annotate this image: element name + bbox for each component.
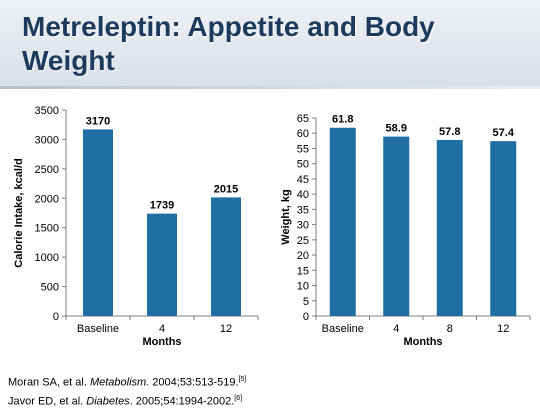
- calorie-y-tick-label: 3000: [35, 134, 59, 146]
- weight-y-tick-label: 25: [297, 235, 309, 247]
- weight-y-tick-label: 15: [297, 265, 309, 277]
- weight-data-label: 61.8: [332, 114, 353, 126]
- weight-y-tick-label: 35: [297, 204, 309, 216]
- calorie-y-axis-title: Calorie Intake, kcal/d: [13, 158, 25, 267]
- weight-data-label: 58.9: [386, 123, 407, 135]
- reference-1-journal: Metabolism.: [89, 376, 150, 389]
- weight-x-tick-label: 8: [447, 323, 453, 335]
- weight-y-tick-label: 65: [297, 113, 309, 125]
- weight-bar: [436, 139, 463, 316]
- weight-bar: [383, 136, 410, 316]
- calorie-x-tick-label: 12: [220, 323, 232, 335]
- weight-y-tick-label: 55: [297, 143, 309, 155]
- calorie-y-tick-label: 1500: [35, 223, 59, 235]
- calorie-y-tick-label: 0: [53, 311, 59, 323]
- weight-x-tick-label: 4: [393, 323, 399, 335]
- calorie-data-label: 3170: [86, 115, 110, 127]
- slide-title: Metreleptin: Appetite and Body Weight: [22, 11, 435, 76]
- weight-y-tick-label: 30: [297, 220, 309, 232]
- weight-data-label: 57.4: [493, 127, 515, 139]
- weight-y-tick-label: 20: [297, 250, 309, 262]
- calorie-y-tick-label: 2000: [35, 193, 59, 205]
- weight-y-axis-title: Weight, kg: [280, 189, 292, 244]
- calorie-bar: [147, 213, 177, 316]
- reference-1-authors: Moran SA, et al.: [8, 376, 90, 389]
- references: Moran SA, et al. Metabolism. 2004;53:513…: [8, 372, 428, 409]
- weight-data-label: 57.8: [439, 126, 460, 138]
- weight-y-tick-label: 60: [297, 128, 309, 140]
- weight-x-tick-label: 12: [497, 323, 509, 335]
- weight-x-axis-title: Months: [403, 336, 442, 348]
- calorie-x-tick-label: 4: [159, 323, 165, 335]
- reference-2-journal: Diabetes: [86, 395, 130, 408]
- weight-bar: [329, 127, 356, 316]
- calorie-y-tick-label: 500: [41, 282, 59, 294]
- weight-x-tick-label: Baseline: [322, 323, 364, 335]
- reference-2: Javor ED, et al. Diabetes. 2005;54:1994-…: [8, 391, 428, 409]
- reference-2-note: [6]: [234, 394, 243, 402]
- calorie-bar: [211, 197, 241, 316]
- calorie-y-tick-label: 2500: [35, 164, 59, 176]
- header-divider: [0, 86, 540, 89]
- calorie-bar: [83, 129, 113, 316]
- weight-y-tick-label: 45: [297, 174, 309, 186]
- reference-2-authors: Javor ED, et al.: [8, 395, 87, 408]
- weight-y-tick-label: 5: [303, 296, 309, 308]
- reference-1-details: 2004;53:513-519.: [149, 376, 239, 389]
- calorie-data-label: 1739: [150, 200, 174, 212]
- reference-1-note: [5]: [238, 376, 247, 383]
- reference-1: Moran SA, et al. Metabolism. 2004;53:513…: [8, 372, 428, 391]
- weight-bar: [490, 141, 517, 316]
- calorie-y-tick-label: 3500: [35, 105, 59, 117]
- calorie-data-label: 2015: [214, 183, 238, 195]
- calorie-x-tick-label: Baseline: [77, 323, 119, 335]
- calorie-x-axis-title: Months: [142, 336, 181, 348]
- weight-y-tick-label: 50: [297, 159, 309, 171]
- reference-2-details: . 2005;54:1994-2002.: [129, 395, 235, 408]
- weight-y-tick-label: 10: [297, 281, 309, 293]
- calorie-y-tick-label: 1000: [35, 252, 59, 264]
- slide-header: Metreleptin: Appetite and Body Weight: [0, 0, 540, 89]
- weight-y-tick-label: 0: [303, 311, 309, 323]
- weight-y-tick-label: 40: [297, 189, 309, 201]
